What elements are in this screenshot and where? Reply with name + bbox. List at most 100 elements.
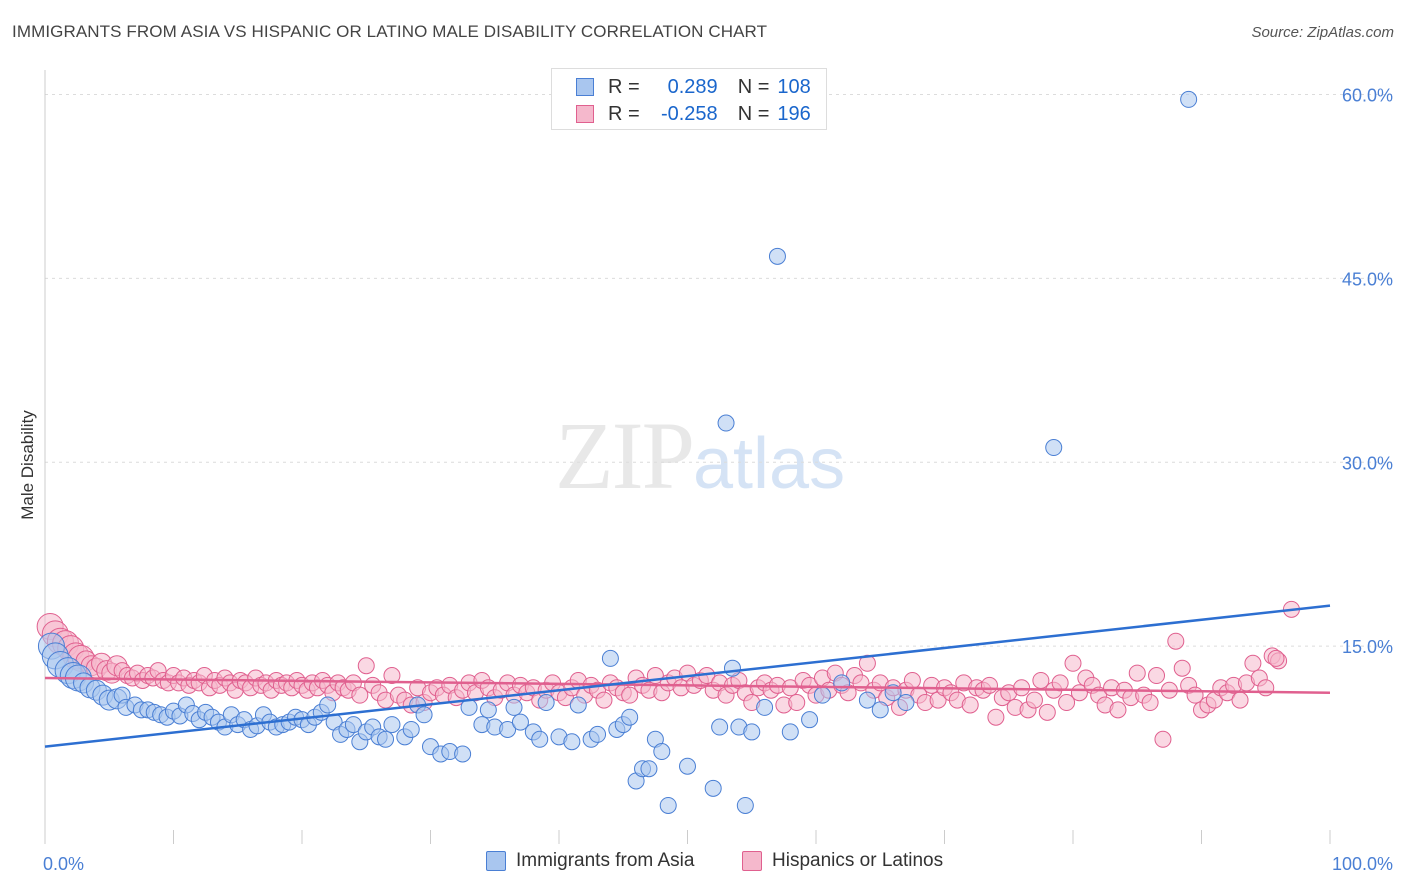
asia-point (679, 757, 696, 775)
x-tick-label-max: 100.0% (1332, 854, 1393, 874)
asia-point (569, 696, 587, 714)
axes (44, 70, 1331, 844)
asia-point (319, 696, 337, 714)
legend-row-hispanic: R = -0.258 N = 196 (576, 101, 811, 127)
asia-point (589, 725, 607, 743)
hispanic-point (1167, 632, 1185, 650)
asia-point (717, 414, 735, 432)
legend-r-value-asia: 0.289 (667, 75, 718, 98)
series-hispanics-or-latinos (36, 600, 1300, 748)
chart-title: IMMIGRANTS FROM ASIA VS HISPANIC OR LATI… (12, 22, 768, 41)
asia-point (454, 745, 472, 763)
hispanic-point (980, 676, 998, 694)
watermark-atlas: atlas (693, 424, 846, 504)
hispanic-point (595, 691, 613, 709)
hispanic-point (1109, 701, 1127, 719)
hispanic-point (1051, 674, 1069, 692)
hispanic-point (1013, 679, 1031, 697)
asia-point (858, 691, 876, 709)
legend-r-label: R = (608, 75, 640, 98)
hispanic-point (621, 686, 639, 704)
asia-point (736, 796, 754, 814)
asia-point (704, 779, 722, 797)
legend-label-asia: Immigrants from Asia (516, 850, 695, 871)
hispanic-point (987, 708, 1005, 726)
legend-swatch-hispanic (576, 105, 594, 123)
asia-point (621, 708, 639, 726)
asia-point (415, 706, 433, 724)
hispanic-point (1058, 694, 1076, 712)
asia-point (402, 720, 420, 738)
legend-r-value-hispanic: -0.258 (660, 102, 718, 125)
x-tick-label-min: 0.0% (43, 854, 84, 874)
asia-point (871, 701, 889, 719)
asia-point (743, 723, 761, 741)
legend-n-value-hispanic: 196 (777, 102, 811, 125)
legend-row-asia: R = 0.289 N = 108 (576, 74, 811, 100)
asia-point (768, 247, 786, 265)
hispanic-point (1154, 730, 1172, 748)
asia-point (781, 723, 799, 741)
legend-n-label: N = (737, 75, 770, 98)
asia-point (499, 720, 517, 738)
hispanic-point (1257, 679, 1275, 697)
hispanic-point (1231, 691, 1249, 709)
legend-swatch-hispanic (742, 851, 762, 871)
hispanic-point (961, 696, 979, 714)
asia-point (1180, 90, 1198, 108)
series-legend: Immigrants from Asia Hispanics or Latino… (0, 850, 1406, 878)
legend-swatch-asia (486, 851, 506, 871)
trend-lines (44, 604, 1331, 748)
asia-point (479, 701, 497, 719)
hispanic-point (1038, 703, 1056, 721)
asia-point (640, 760, 658, 778)
hispanic-point (383, 667, 401, 685)
watermark-zip: ZIP (555, 402, 695, 509)
watermark: ZIPatlas (555, 400, 845, 511)
trend-line-asia (44, 604, 1331, 748)
asia-point (383, 716, 401, 734)
y-tick-label: 60.0% (1342, 86, 1393, 106)
asia-point (377, 730, 395, 748)
y-tick-label: 45.0% (1342, 269, 1393, 289)
stats-legend: R = 0.289 N = 108 R = -0.258 N = 196 (551, 68, 827, 130)
asia-point (659, 796, 677, 814)
asia-point (897, 694, 915, 712)
asia-point (813, 686, 831, 704)
hispanic-point (1128, 664, 1146, 682)
legend-n-label: N = (737, 102, 770, 125)
legend-n-value-asia: 108 (777, 75, 811, 98)
legend-label-hispanic: Hispanics or Latinos (772, 850, 944, 871)
hispanic-point (1025, 691, 1043, 709)
asia-point (1045, 439, 1063, 457)
asia-point (833, 674, 851, 692)
asia-point (653, 743, 671, 761)
asia-point (511, 713, 529, 731)
hispanic-point (1148, 667, 1166, 685)
asia-point (537, 694, 555, 712)
asia-point (711, 718, 729, 736)
trend-line-hispanic (44, 676, 1331, 694)
hispanic-point (1244, 654, 1262, 672)
asia-point (756, 698, 774, 716)
hispanic-point (1064, 654, 1082, 672)
asia-point (531, 730, 549, 748)
grid-lines (45, 94, 1392, 647)
y-tick-label: 30.0% (1342, 453, 1393, 473)
tick-labels: 15.0% 30.0% 45.0% 60.0% 0.0% 100.0% (43, 86, 1393, 874)
hispanic-point (1173, 659, 1191, 677)
hispanic-point (788, 694, 806, 712)
asia-point (344, 716, 362, 734)
legend-item-hispanic[interactable]: Hispanics or Latinos (742, 850, 943, 872)
asia-point (601, 649, 619, 667)
legend-r-label: R = (608, 102, 640, 125)
y-tick-label: 15.0% (1342, 637, 1393, 657)
asia-point (563, 733, 581, 751)
hispanic-point (1141, 694, 1159, 712)
hispanic-point (357, 657, 375, 675)
asia-point (505, 698, 523, 716)
hispanic-point (351, 686, 369, 704)
hispanic-point (903, 671, 921, 689)
legend-item-asia[interactable]: Immigrants from Asia (486, 850, 694, 872)
